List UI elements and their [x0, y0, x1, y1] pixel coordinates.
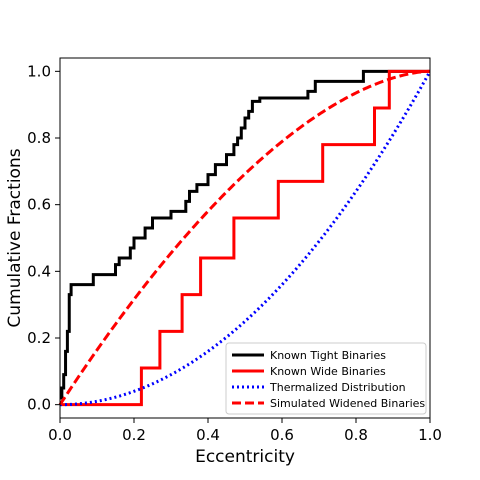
series-line-thermalized-distribution	[59, 70, 432, 407]
plot-frame	[59, 57, 431, 419]
x-tick-label: 0.8	[344, 426, 368, 444]
legend-label-thermal: Thermalized Distribution	[269, 381, 406, 394]
y-tick-label: 0.8	[27, 129, 51, 147]
x-axis-ticks: 0.0 0.2 0.4 0.6 0.8 1.0	[48, 418, 442, 444]
y-tick-label: 0.0	[27, 396, 51, 414]
legend-box	[225, 342, 427, 415]
y-tick-label: 0.6	[27, 196, 51, 214]
y-tick-label: 0.4	[27, 262, 51, 280]
legend: Known Tight Binaries Known Wide Binaries…	[225, 342, 427, 415]
legend-label-wide: Known Wide Binaries	[270, 365, 386, 378]
x-tick-label: 0.6	[270, 426, 294, 444]
x-tick-label: 0.4	[196, 426, 220, 444]
x-tick-label: 0.2	[122, 426, 146, 444]
series-line-simulated-widened-binaries	[58, 69, 431, 406]
y-tick-label: 0.2	[27, 329, 51, 347]
series-line-known-wide-binaries	[60, 69, 430, 407]
x-tick-label: 1.0	[418, 426, 442, 444]
x-tick-label: 0.0	[48, 426, 72, 444]
y-axis-ticks: 0.0 0.2 0.4 0.6 0.8 1.0	[27, 62, 60, 414]
x-axis-label: Eccentricity	[195, 447, 295, 467]
y-tick-label: 1.0	[27, 62, 51, 80]
series-line-known-tight-binaries	[60, 69, 430, 400]
y-axis-label: Cumulative Fractions	[5, 148, 25, 327]
legend-label-simulated: Simulated Widened Binaries	[270, 397, 425, 410]
series-layer	[58, 69, 432, 407]
legend-label-tight: Known Tight Binaries	[270, 349, 386, 362]
